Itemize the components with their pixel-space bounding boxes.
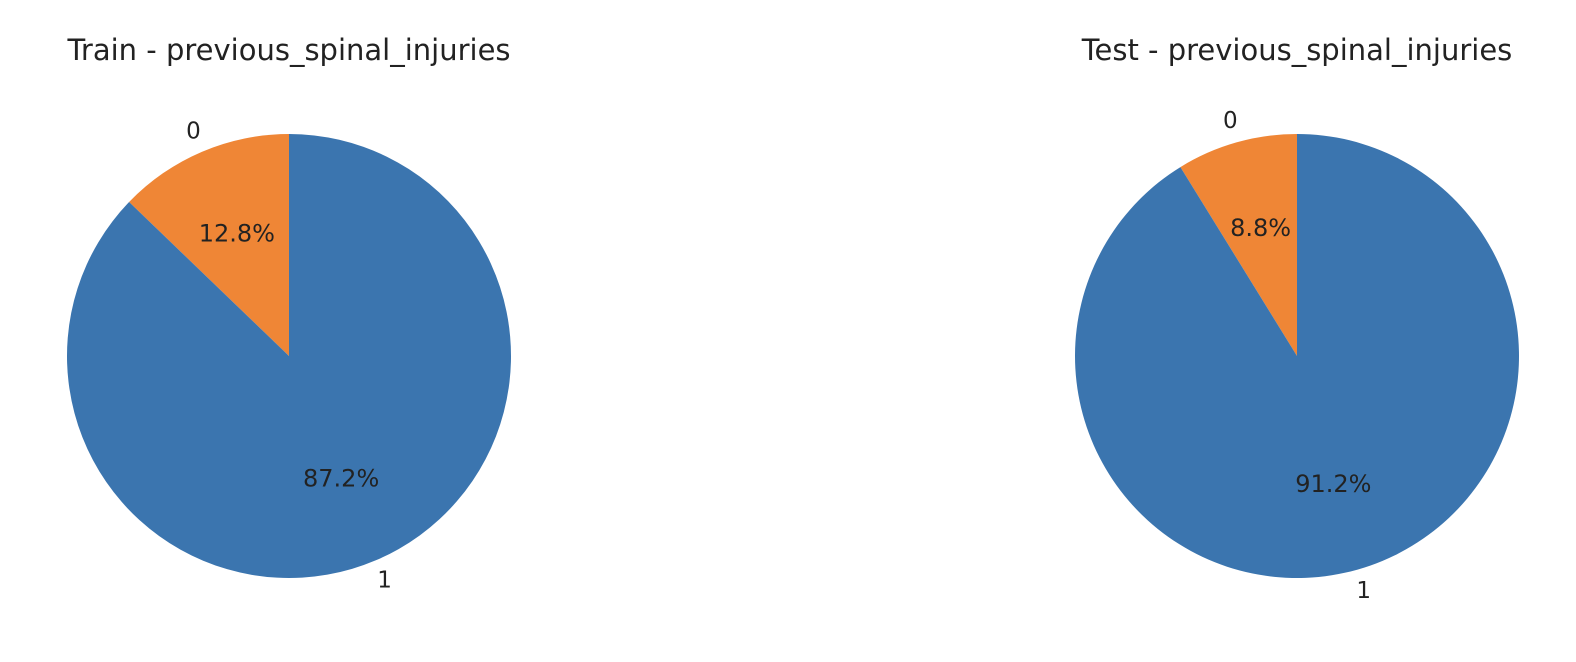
pct-label-1: 91.2%: [1295, 470, 1371, 498]
category-label-1: 1: [377, 568, 392, 594]
category-label-1: 1: [1356, 578, 1371, 604]
pie-slice-0: [129, 134, 289, 356]
category-label-0: 0: [1223, 108, 1238, 134]
pie-chart-test: Test - previous_spinal_injuries 8.8% 91.…: [1075, 33, 1520, 604]
chart-title: Train - previous_spinal_injuries: [66, 33, 510, 67]
chart-title: Test - previous_spinal_injuries: [1081, 33, 1513, 67]
category-label-0: 0: [186, 118, 201, 144]
pct-label-0: 12.8%: [199, 219, 275, 247]
pie-slice-1: [1075, 134, 1520, 578]
pct-label-1: 87.2%: [303, 465, 379, 493]
pie-slice-1: [67, 134, 512, 578]
pie-slice-0: [1180, 134, 1297, 356]
pct-label-0: 8.8%: [1230, 214, 1291, 242]
pie-chart-train: Train - previous_spinal_injuries 12.8% 8…: [66, 33, 512, 594]
